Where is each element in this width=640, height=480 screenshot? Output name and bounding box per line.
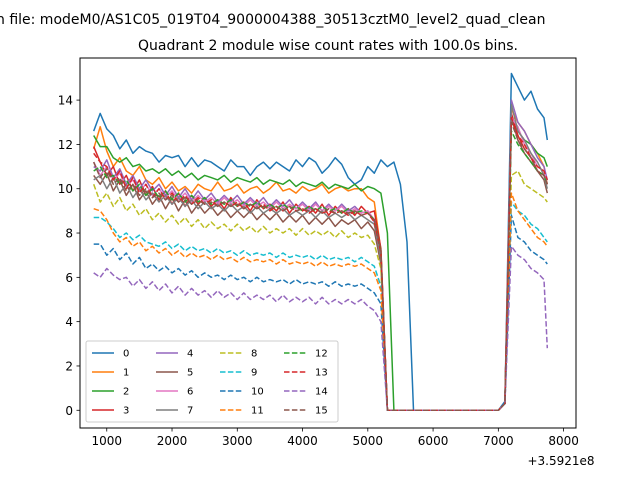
legend-label-2: 2 [123, 387, 129, 398]
figure-suptitle: n file: modeM0/AS1C05_019T04_9000004388_… [0, 12, 545, 28]
legend-label-12: 12 [315, 349, 328, 360]
legend-label-9: 9 [251, 368, 257, 379]
y-tick-label: 8 [65, 227, 73, 241]
legend-label-0: 0 [123, 349, 129, 360]
x-axis: 1000 2000 3000 4000 5000 6000 7000 8000 [91, 428, 579, 448]
y-tick-label: 14 [58, 94, 73, 108]
legend-label-3: 3 [123, 406, 129, 417]
legend-label-5: 5 [187, 368, 193, 379]
legend-box [85, 340, 339, 423]
legend-label-15: 15 [315, 406, 328, 417]
legend-label-7: 7 [187, 406, 193, 417]
x-tick-label: 7000 [483, 434, 514, 448]
x-offset-label: +3.5921e8 [527, 454, 594, 468]
legend-label-1: 1 [123, 368, 129, 379]
legend-label-6: 6 [187, 387, 193, 398]
x-tick-label: 5000 [353, 434, 384, 448]
y-tick-label: 0 [65, 404, 73, 418]
plot-frame [79, 57, 577, 429]
x-tick-label: 3000 [222, 434, 253, 448]
y-tick-label: 4 [65, 315, 73, 329]
series-line-11 [93, 192, 548, 412]
x-tick-label: 1000 [91, 434, 122, 448]
series-line-15 [93, 121, 549, 412]
chart-title: Quadrant 2 module wise count rates with … [138, 38, 518, 54]
legend-label-8: 8 [251, 349, 257, 360]
series-layer [92, 72, 549, 412]
x-tick-label: 2000 [157, 434, 188, 448]
y-tick-label: 12 [58, 138, 73, 152]
legend-label-14: 14 [315, 387, 328, 398]
legend-label-10: 10 [251, 387, 264, 398]
y-axis: 0 2 4 6 8 10 12 14 [58, 94, 80, 418]
y-tick-label: 6 [65, 271, 73, 285]
x-tick-label: 6000 [418, 434, 449, 448]
series-line-9 [93, 201, 548, 412]
y-tick-label: 10 [58, 182, 73, 196]
legend-label-11: 11 [251, 406, 264, 417]
y-tick-label: 2 [65, 359, 73, 373]
legend-label-13: 13 [315, 368, 328, 379]
x-tick-label: 8000 [548, 434, 579, 448]
legend-label-4: 4 [187, 349, 193, 360]
x-tick-label: 4000 [287, 434, 318, 448]
